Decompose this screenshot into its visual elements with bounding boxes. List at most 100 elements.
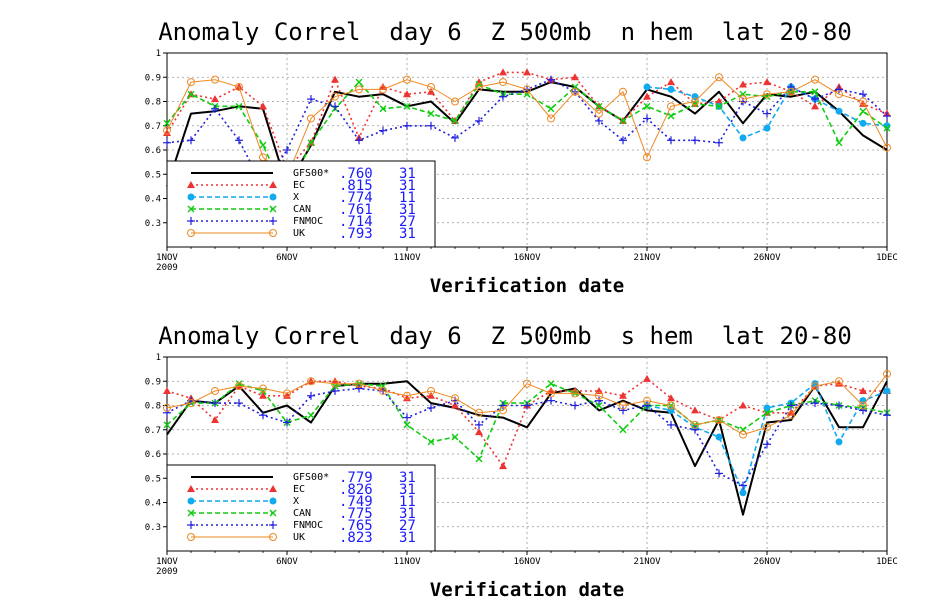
data-point <box>427 391 435 399</box>
data-point <box>667 78 675 86</box>
data-point <box>883 369 891 378</box>
data-point <box>547 389 555 398</box>
data-point <box>283 146 291 154</box>
data-point <box>187 90 195 98</box>
data-point <box>811 75 819 84</box>
data-point <box>595 109 603 118</box>
data-point <box>331 386 339 395</box>
data-point <box>763 409 771 417</box>
data-point <box>355 384 363 393</box>
data-point <box>619 87 627 96</box>
data-point <box>163 129 171 137</box>
legend-score: .793 <box>339 226 373 242</box>
legend-marker <box>187 193 195 201</box>
legend-count: 27 <box>399 518 416 534</box>
data-point <box>235 82 243 91</box>
y-tick-label: 0.9 <box>145 377 161 387</box>
data-point <box>643 102 651 110</box>
data-point <box>547 75 555 84</box>
data-point <box>475 408 483 417</box>
data-point <box>763 109 771 118</box>
data-point <box>763 404 771 412</box>
data-point <box>427 386 435 395</box>
data-point <box>571 389 579 398</box>
data-point <box>811 382 819 391</box>
legend-score: .823 <box>339 530 373 546</box>
data-point <box>283 391 291 399</box>
data-point <box>547 114 555 123</box>
data-point <box>403 391 411 400</box>
y-tick-label: 0.4 <box>145 195 161 205</box>
data-point <box>883 387 891 395</box>
series-layer <box>163 68 891 200</box>
data-point <box>811 399 819 408</box>
data-point <box>883 411 891 420</box>
data-point <box>835 379 843 387</box>
data-point <box>715 102 723 110</box>
legend-count: 11 <box>399 494 416 510</box>
legend-name: X <box>293 192 299 203</box>
data-point <box>475 82 483 91</box>
data-point <box>787 82 795 91</box>
legend-score: .775 <box>339 506 373 522</box>
y-tick-label: 0.5 <box>145 474 161 484</box>
y-tick-label: 0.4 <box>145 499 161 509</box>
data-point <box>307 411 315 419</box>
data-point <box>163 138 171 147</box>
data-point <box>283 389 291 398</box>
data-point <box>379 386 387 395</box>
y-tick-label: 0.9 <box>145 73 161 83</box>
legend-name: GFS00* <box>293 168 329 179</box>
data-point <box>691 420 699 429</box>
legend-entry-x: X .774 11 <box>187 190 416 206</box>
data-point <box>499 462 507 470</box>
data-point <box>403 75 411 84</box>
data-point <box>811 102 819 110</box>
legend-entry-ec: EC .826 31 <box>187 482 416 498</box>
data-point <box>739 430 747 439</box>
legend-name: EC <box>293 484 305 495</box>
data-point <box>643 396 651 405</box>
x-tick-label: 11NOV <box>393 253 421 263</box>
data-point <box>403 121 411 130</box>
data-point <box>451 394 459 403</box>
data-point <box>259 102 267 110</box>
data-point <box>403 394 411 402</box>
data-point <box>259 141 267 149</box>
data-point <box>427 121 435 130</box>
legend-marker <box>269 181 277 188</box>
y-tick-label: 1 <box>156 49 161 59</box>
data-point <box>523 379 531 388</box>
y-tick-label: 0.8 <box>145 402 161 412</box>
data-point <box>739 401 747 409</box>
data-point <box>787 408 795 416</box>
data-point <box>475 455 483 463</box>
data-point <box>403 413 411 422</box>
legend-entry-x: X .749 11 <box>187 494 416 510</box>
data-point <box>859 386 867 394</box>
data-point <box>355 85 363 94</box>
data-point <box>547 396 555 405</box>
data-point <box>859 401 867 410</box>
chart-northern-hemisphere: Anomaly Correl day 6 Z 500mb n hem lat 2… <box>145 18 898 297</box>
data-point <box>211 399 219 408</box>
legend-count: 31 <box>399 506 416 522</box>
legend-score: .760 <box>339 166 373 182</box>
data-point <box>211 416 219 424</box>
data-point <box>163 126 171 135</box>
legend-score: .714 <box>339 214 373 230</box>
series-gfs00 <box>166 380 888 516</box>
data-point <box>211 75 219 84</box>
data-point <box>499 406 507 415</box>
data-point <box>451 433 459 441</box>
data-point <box>427 403 435 412</box>
data-point <box>427 87 435 95</box>
data-point <box>643 374 651 382</box>
legend-marker <box>187 229 195 237</box>
data-point <box>499 68 507 76</box>
data-point <box>859 90 867 99</box>
data-point <box>355 136 363 145</box>
data-point <box>499 92 507 101</box>
legend-name: FNMOC <box>293 216 323 227</box>
